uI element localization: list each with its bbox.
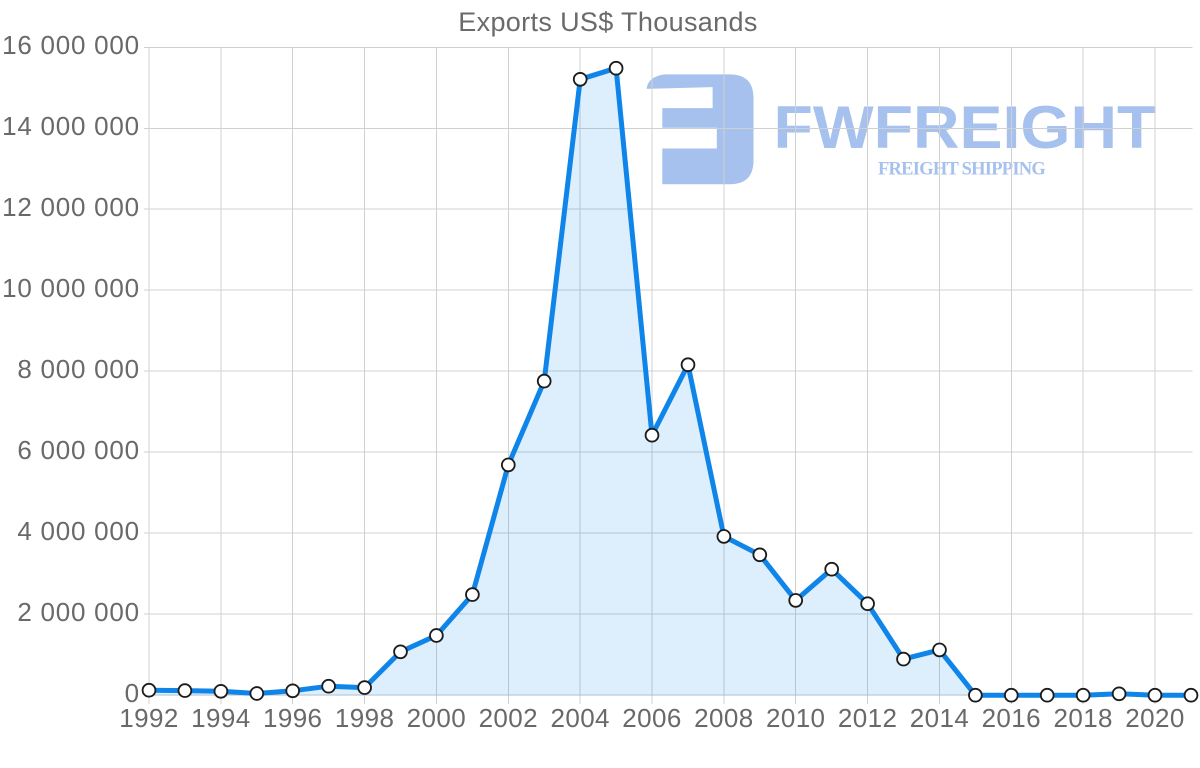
svg-text:6 000 000: 6 000 000 <box>17 435 139 465</box>
svg-text:2 000 000: 2 000 000 <box>17 597 139 627</box>
svg-text:FWFREIGHT: FWFREIGHT <box>774 94 1157 162</box>
svg-text:2000: 2000 <box>407 703 466 733</box>
svg-text:0: 0 <box>125 678 140 708</box>
svg-text:1998: 1998 <box>335 703 394 733</box>
svg-text:1994: 1994 <box>191 703 250 733</box>
svg-text:2020: 2020 <box>1125 703 1184 733</box>
svg-text:2016: 2016 <box>982 703 1041 733</box>
svg-text:2010: 2010 <box>766 703 825 733</box>
svg-text:2012: 2012 <box>838 703 897 733</box>
svg-text:2014: 2014 <box>910 703 969 733</box>
svg-text:14 000 000: 14 000 000 <box>2 111 140 141</box>
svg-text:10 000 000: 10 000 000 <box>2 273 140 303</box>
svg-text:2006: 2006 <box>622 703 681 733</box>
svg-text:2002: 2002 <box>479 703 538 733</box>
svg-text:2018: 2018 <box>1053 703 1112 733</box>
svg-text:Exports US$ Thousands: Exports US$ Thousands <box>458 7 758 37</box>
svg-text:12 000 000: 12 000 000 <box>2 192 140 222</box>
svg-text:FREIGHT SHIPPING: FREIGHT SHIPPING <box>878 160 1045 180</box>
svg-text:16 000 000: 16 000 000 <box>2 30 140 60</box>
svg-text:8 000 000: 8 000 000 <box>17 354 139 384</box>
svg-text:1996: 1996 <box>263 703 322 733</box>
svg-text:1992: 1992 <box>119 703 178 733</box>
svg-text:2004: 2004 <box>550 703 609 733</box>
svg-text:2008: 2008 <box>694 703 753 733</box>
svg-text:4 000 000: 4 000 000 <box>17 516 139 546</box>
